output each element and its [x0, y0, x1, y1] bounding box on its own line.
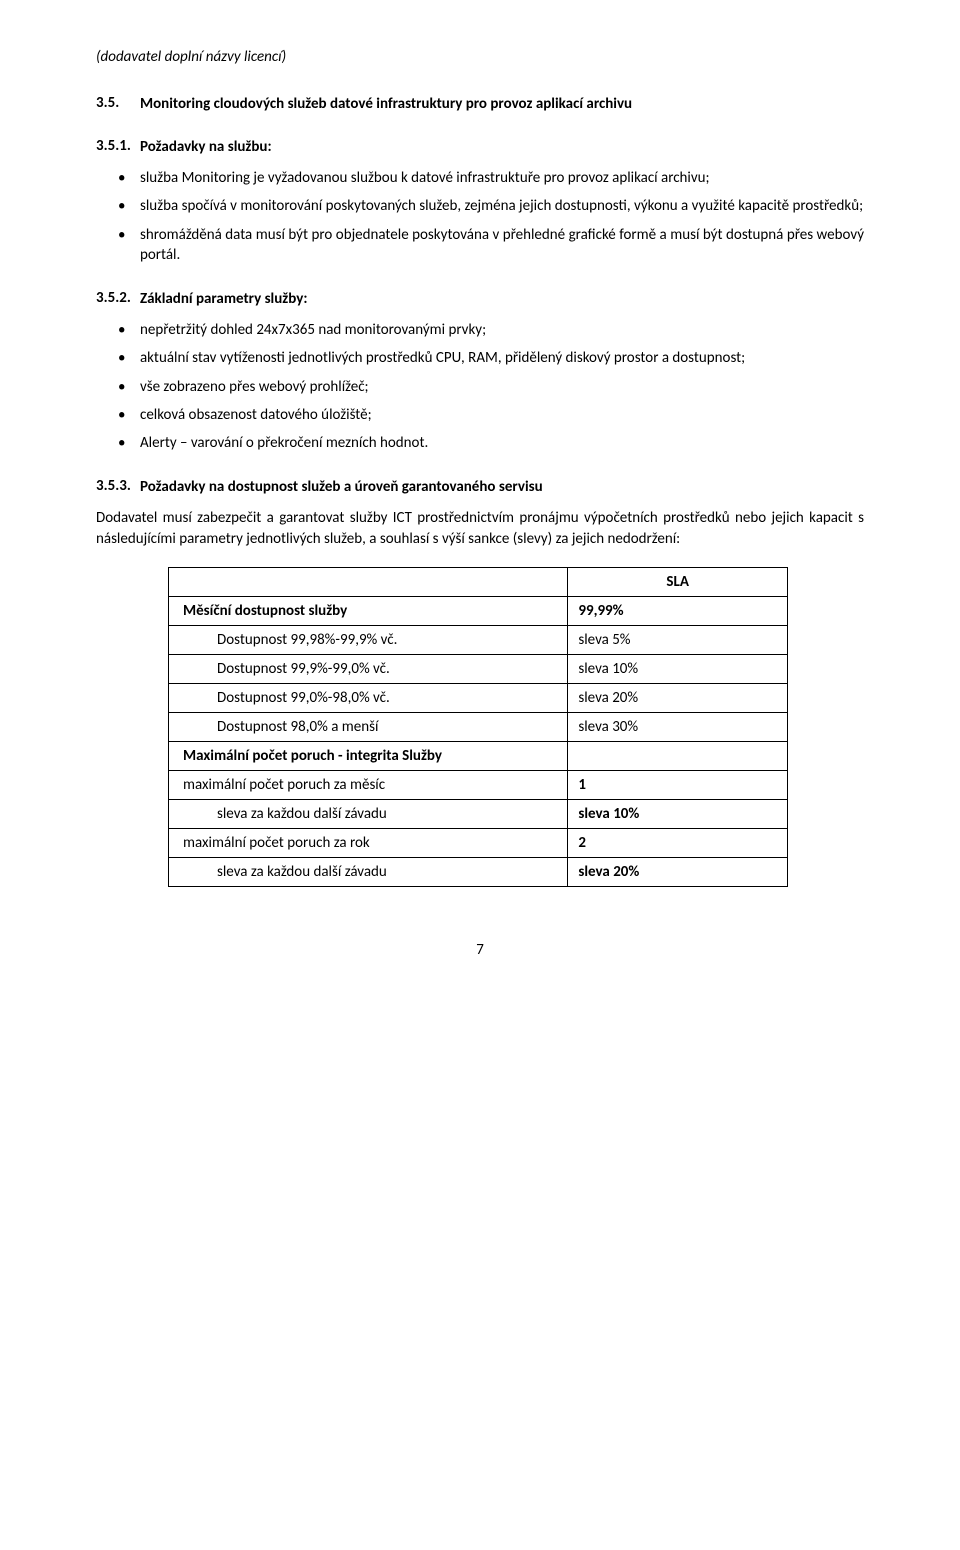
table-cell: Měsíční dostupnost služby [169, 596, 568, 625]
section-number: 3.5.1. [96, 137, 140, 155]
section-3-5-1-heading: 3.5.1.Požadavky na službu: [96, 137, 864, 156]
table-cell: Dostupnost 99,9%-99,0% vč. [169, 654, 568, 683]
section-3-5-heading: 3.5.Monitoring cloudových služeb datové … [96, 94, 864, 113]
section-3-5-3-heading: 3.5.3.Požadavky na dostupnost služeb a ú… [96, 477, 864, 496]
section-title: Požadavky na službu: [140, 138, 272, 156]
list-item: shromážděná data musí být pro objednatel… [140, 225, 864, 266]
supplier-note: (dodavatel doplní názvy licencí) [96, 48, 864, 66]
section-title: Základní parametry služby: [140, 290, 307, 308]
list-item: vše zobrazeno přes webový prohlížeč; [140, 377, 864, 397]
list-item: služba spočívá v monitorování poskytovan… [140, 196, 864, 216]
table-cell: maximální počet poruch za měsíc [169, 770, 568, 799]
guarantee-paragraph: Dodavatel musí zabezpečit a garantovat s… [96, 508, 864, 549]
table-cell: 2 [568, 828, 788, 857]
table-cell: 99,99% [568, 596, 788, 625]
section-number: 3.5.3. [96, 477, 140, 495]
table-cell: Dostupnost 98,0% a menší [169, 712, 568, 741]
table-cell: maximální počet poruch za rok [169, 828, 568, 857]
table-row: Měsíční dostupnost služby 99,99% [169, 596, 788, 625]
section-number: 3.5.2. [96, 289, 140, 307]
document-page: (dodavatel doplní názvy licencí) 3.5.Mon… [0, 0, 960, 1550]
list-item: služba Monitoring je vyžadovanou službou… [140, 168, 864, 188]
table-row: Dostupnost 99,98%-99,9% vč. sleva 5% [169, 625, 788, 654]
table-row: SLA [169, 567, 788, 596]
table-cell: Dostupnost 99,98%-99,9% vč. [169, 625, 568, 654]
section-title: Monitoring cloudových služeb datové infr… [140, 95, 632, 113]
table-cell-empty [169, 567, 568, 596]
table-cell: sleva 20% [568, 683, 788, 712]
section-number: 3.5. [96, 94, 140, 112]
table-cell: sleva 10% [568, 799, 788, 828]
table-row: Dostupnost 98,0% a menší sleva 30% [169, 712, 788, 741]
table-row: sleva za každou další závadu sleva 20% [169, 857, 788, 886]
table-cell [568, 741, 788, 770]
table-cell: sleva za každou další závadu [169, 857, 568, 886]
table-cell: sleva 5% [568, 625, 788, 654]
page-number: 7 [96, 941, 864, 959]
table-cell: sleva za každou další závadu [169, 799, 568, 828]
table-cell: sleva 10% [568, 654, 788, 683]
table-row: Maximální počet poruch - integrita Služb… [169, 741, 788, 770]
table-row: maximální počet poruch za měsíc 1 [169, 770, 788, 799]
list-item: celková obsazenost datového úložiště; [140, 405, 864, 425]
section-3-5-2-heading: 3.5.2.Základní parametry služby: [96, 289, 864, 308]
table-cell: sleva 20% [568, 857, 788, 886]
list-item: Alerty – varování o překročení mezních h… [140, 433, 864, 453]
parameters-list-352: nepřetržitý dohled 24x7x365 nad monitoro… [96, 320, 864, 453]
table-row: Dostupnost 99,0%-98,0% vč. sleva 20% [169, 683, 788, 712]
table-cell: Dostupnost 99,0%-98,0% vč. [169, 683, 568, 712]
table-cell: Maximální počet poruch - integrita Služb… [169, 741, 568, 770]
table-header-sla: SLA [568, 567, 788, 596]
sla-table: SLA Měsíční dostupnost služby 99,99% Dos… [168, 567, 788, 887]
section-title: Požadavky na dostupnost služeb a úroveň … [140, 478, 543, 496]
table-cell: sleva 30% [568, 712, 788, 741]
list-item: nepřetržitý dohled 24x7x365 nad monitoro… [140, 320, 864, 340]
table-row: sleva za každou další závadu sleva 10% [169, 799, 788, 828]
table-cell: 1 [568, 770, 788, 799]
table-row: maximální počet poruch za rok 2 [169, 828, 788, 857]
table-row: Dostupnost 99,9%-99,0% vč. sleva 10% [169, 654, 788, 683]
list-item: aktuální stav vytíženosti jednotlivých p… [140, 348, 864, 368]
requirements-list-351: služba Monitoring je vyžadovanou službou… [96, 168, 864, 265]
